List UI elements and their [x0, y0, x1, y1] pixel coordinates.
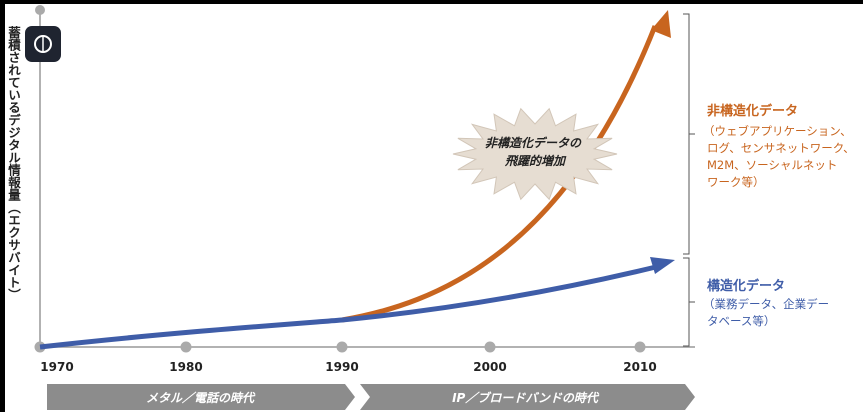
category-title: 構造化データ: [707, 278, 785, 294]
chart: 1970 1980 1990 2000 2010 メタル／電話の時代 IP／ブロ…: [25, 5, 855, 410]
period-band: [360, 384, 695, 410]
axis-dot: [336, 341, 348, 353]
category-desc: ワーク等）: [707, 175, 765, 189]
structured-curve: [39, 263, 661, 350]
category-desc: ログ、センサネットワーク、: [707, 141, 855, 155]
x-tick-label: 1980: [169, 360, 202, 374]
y-axis-label: 蓄積されているデジタル情報量（エクサバイト）: [6, 26, 21, 301]
chart-area: 1970 1980 1990 2000 2010 メタル／電話の時代 IP／ブロ…: [5, 4, 863, 412]
period-label: IP／ブロードバンドの時代: [452, 391, 600, 405]
category-desc: （業務データ、企業デー: [703, 297, 829, 311]
category-desc: M2M、ソーシャルネット: [707, 158, 837, 172]
axis-dot: [484, 341, 496, 353]
category-desc: （ウェブアプリケーション、: [703, 124, 852, 138]
burst-text: 飛躍的増加: [504, 154, 567, 168]
arrow-head: [650, 257, 675, 274]
axis-dot: [180, 341, 192, 353]
arrow-head: [651, 10, 671, 38]
burst: [452, 107, 618, 201]
brace: [683, 13, 695, 255]
x-tick-label: 1990: [325, 360, 358, 374]
category-title: 非構造化データ: [707, 103, 798, 119]
burst-text: 非構造化データの: [485, 136, 582, 150]
x-tick-label: 2010: [623, 360, 656, 374]
period-label: メタル／電話の時代: [146, 391, 256, 405]
unstructured-curve: [341, 25, 658, 323]
period-band: [47, 384, 355, 410]
axis-dot: [634, 341, 646, 353]
brace: [683, 257, 695, 347]
x-tick-label: 2000: [473, 360, 506, 374]
category-desc: タベース等）: [707, 314, 775, 328]
x-tick-label: 1970: [40, 360, 73, 374]
axis-dot: [35, 5, 45, 15]
